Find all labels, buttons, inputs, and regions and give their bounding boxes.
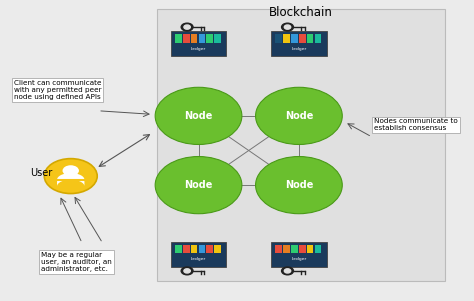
FancyBboxPatch shape: [271, 31, 327, 56]
Circle shape: [181, 267, 193, 275]
Circle shape: [155, 157, 242, 214]
FancyBboxPatch shape: [214, 245, 221, 253]
Text: Node: Node: [184, 111, 213, 121]
Text: Node: Node: [285, 180, 313, 190]
FancyBboxPatch shape: [175, 245, 182, 253]
FancyBboxPatch shape: [206, 34, 213, 43]
FancyBboxPatch shape: [291, 34, 298, 43]
FancyBboxPatch shape: [206, 245, 213, 253]
Text: Nodes communicate to
establish consensus: Nodes communicate to establish consensus: [374, 118, 458, 132]
FancyBboxPatch shape: [307, 245, 313, 253]
FancyBboxPatch shape: [157, 9, 445, 281]
FancyBboxPatch shape: [199, 34, 205, 43]
FancyBboxPatch shape: [214, 34, 221, 43]
Text: Ledger: Ledger: [292, 257, 307, 261]
FancyBboxPatch shape: [299, 34, 306, 43]
FancyBboxPatch shape: [171, 31, 226, 56]
FancyBboxPatch shape: [307, 34, 313, 43]
FancyBboxPatch shape: [0, 0, 456, 301]
Circle shape: [282, 23, 293, 31]
Text: May be a regular
user, an auditor, an
administrator, etc.: May be a regular user, an auditor, an ad…: [41, 252, 112, 272]
FancyBboxPatch shape: [315, 34, 321, 43]
Circle shape: [184, 25, 190, 29]
Text: Ledger: Ledger: [292, 47, 307, 51]
FancyBboxPatch shape: [199, 245, 205, 253]
FancyBboxPatch shape: [275, 34, 282, 43]
Circle shape: [184, 269, 190, 273]
FancyBboxPatch shape: [291, 245, 298, 253]
Circle shape: [44, 159, 97, 194]
Text: Client can communicate
with any permitted peer
node using defined APIs: Client can communicate with any permitte…: [14, 80, 101, 100]
FancyBboxPatch shape: [299, 245, 306, 253]
Circle shape: [155, 87, 242, 144]
Text: Node: Node: [285, 111, 313, 121]
FancyBboxPatch shape: [271, 242, 327, 267]
Text: Node: Node: [184, 180, 213, 190]
Text: User: User: [30, 168, 52, 178]
Circle shape: [181, 23, 193, 31]
FancyBboxPatch shape: [191, 245, 197, 253]
FancyBboxPatch shape: [183, 34, 190, 43]
FancyBboxPatch shape: [283, 34, 290, 43]
FancyBboxPatch shape: [275, 245, 282, 253]
Circle shape: [284, 25, 291, 29]
Text: Blockchain: Blockchain: [269, 5, 333, 19]
FancyBboxPatch shape: [283, 245, 290, 253]
FancyBboxPatch shape: [191, 34, 197, 43]
FancyBboxPatch shape: [171, 242, 226, 267]
Circle shape: [282, 267, 293, 275]
Circle shape: [255, 87, 342, 144]
FancyBboxPatch shape: [175, 34, 182, 43]
Circle shape: [255, 157, 342, 214]
Text: Ledger: Ledger: [191, 47, 206, 51]
Text: Ledger: Ledger: [191, 257, 206, 261]
Circle shape: [284, 269, 291, 273]
FancyBboxPatch shape: [315, 245, 321, 253]
Circle shape: [63, 165, 79, 176]
FancyBboxPatch shape: [183, 245, 190, 253]
